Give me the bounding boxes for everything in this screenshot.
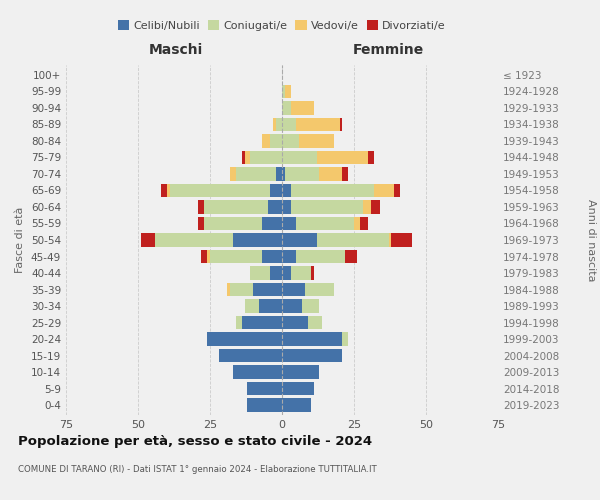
Text: Maschi: Maschi [148, 42, 203, 56]
Bar [141, 234, 155, 246]
Text: COMUNE DI TARANO (RI) - Dati ISTAT 1° gennaio 2024 - Elaborazione TUTTITALIA.IT: COMUNE DI TARANO (RI) - Dati ISTAT 1° ge… [18, 465, 377, 474]
Bar [340, 118, 343, 131]
Bar [236, 316, 242, 329]
Bar [245, 151, 250, 164]
Bar [282, 217, 296, 230]
Bar [282, 134, 299, 147]
Bar [262, 134, 271, 147]
Y-axis label: Fasce di età: Fasce di età [16, 207, 25, 273]
Bar [274, 118, 276, 131]
Bar [282, 184, 290, 197]
Bar [282, 332, 343, 345]
Bar [346, 250, 357, 263]
Bar [285, 168, 319, 180]
Bar [199, 200, 204, 213]
Bar [282, 300, 302, 312]
Bar [282, 250, 296, 263]
Bar [282, 349, 343, 362]
Bar [245, 300, 259, 312]
Bar [233, 366, 282, 378]
Bar [308, 316, 322, 329]
Bar [242, 151, 245, 164]
Bar [282, 200, 290, 213]
Bar [247, 398, 282, 411]
Bar [271, 184, 282, 197]
Bar [250, 266, 271, 280]
Bar [285, 85, 290, 98]
Bar [343, 168, 348, 180]
Bar [296, 118, 340, 131]
Bar [374, 184, 394, 197]
Bar [276, 118, 282, 131]
Bar [319, 168, 343, 180]
Bar [218, 349, 282, 362]
Bar [296, 250, 346, 263]
Bar [268, 200, 282, 213]
Text: Anni di nascita: Anni di nascita [586, 198, 596, 281]
Bar [311, 266, 314, 280]
Bar [276, 168, 282, 180]
Bar [371, 200, 380, 213]
Bar [290, 184, 374, 197]
Bar [282, 398, 311, 411]
Bar [202, 250, 207, 263]
Bar [242, 316, 282, 329]
Bar [253, 283, 282, 296]
Bar [282, 234, 317, 246]
Bar [317, 151, 368, 164]
Bar [236, 168, 276, 180]
Bar [227, 283, 230, 296]
Text: Popolazione per età, sesso e stato civile - 2024: Popolazione per età, sesso e stato civil… [18, 435, 372, 448]
Bar [199, 217, 204, 230]
Bar [290, 102, 314, 114]
Bar [282, 366, 319, 378]
Bar [282, 316, 308, 329]
Bar [204, 217, 262, 230]
Bar [210, 250, 262, 263]
Bar [155, 234, 233, 246]
Bar [233, 234, 282, 246]
Bar [207, 332, 282, 345]
Bar [391, 234, 412, 246]
Bar [362, 200, 371, 213]
Bar [290, 266, 311, 280]
Bar [161, 184, 167, 197]
Bar [262, 250, 282, 263]
Bar [317, 234, 389, 246]
Bar [282, 266, 290, 280]
Bar [247, 382, 282, 395]
Bar [302, 300, 319, 312]
Bar [259, 300, 282, 312]
Bar [343, 332, 348, 345]
Bar [271, 266, 282, 280]
Bar [282, 168, 285, 180]
Bar [230, 168, 236, 180]
Text: Femmine: Femmine [353, 42, 424, 56]
Bar [389, 234, 391, 246]
Bar [282, 151, 317, 164]
Bar [271, 134, 282, 147]
Bar [170, 184, 271, 197]
Bar [207, 250, 210, 263]
Bar [282, 283, 305, 296]
Bar [290, 200, 362, 213]
Bar [262, 217, 282, 230]
Bar [282, 102, 290, 114]
Bar [394, 184, 400, 197]
Bar [354, 217, 360, 230]
Bar [282, 382, 314, 395]
Bar [282, 118, 296, 131]
Bar [282, 85, 285, 98]
Bar [250, 151, 282, 164]
Bar [360, 217, 368, 230]
Bar [167, 184, 170, 197]
Bar [305, 283, 334, 296]
Bar [299, 134, 334, 147]
Bar [368, 151, 374, 164]
Bar [204, 200, 268, 213]
Bar [230, 283, 253, 296]
Legend: Celibi/Nubili, Coniugati/e, Vedovi/e, Divorziati/e: Celibi/Nubili, Coniugati/e, Vedovi/e, Di… [116, 18, 448, 33]
Bar [296, 217, 354, 230]
